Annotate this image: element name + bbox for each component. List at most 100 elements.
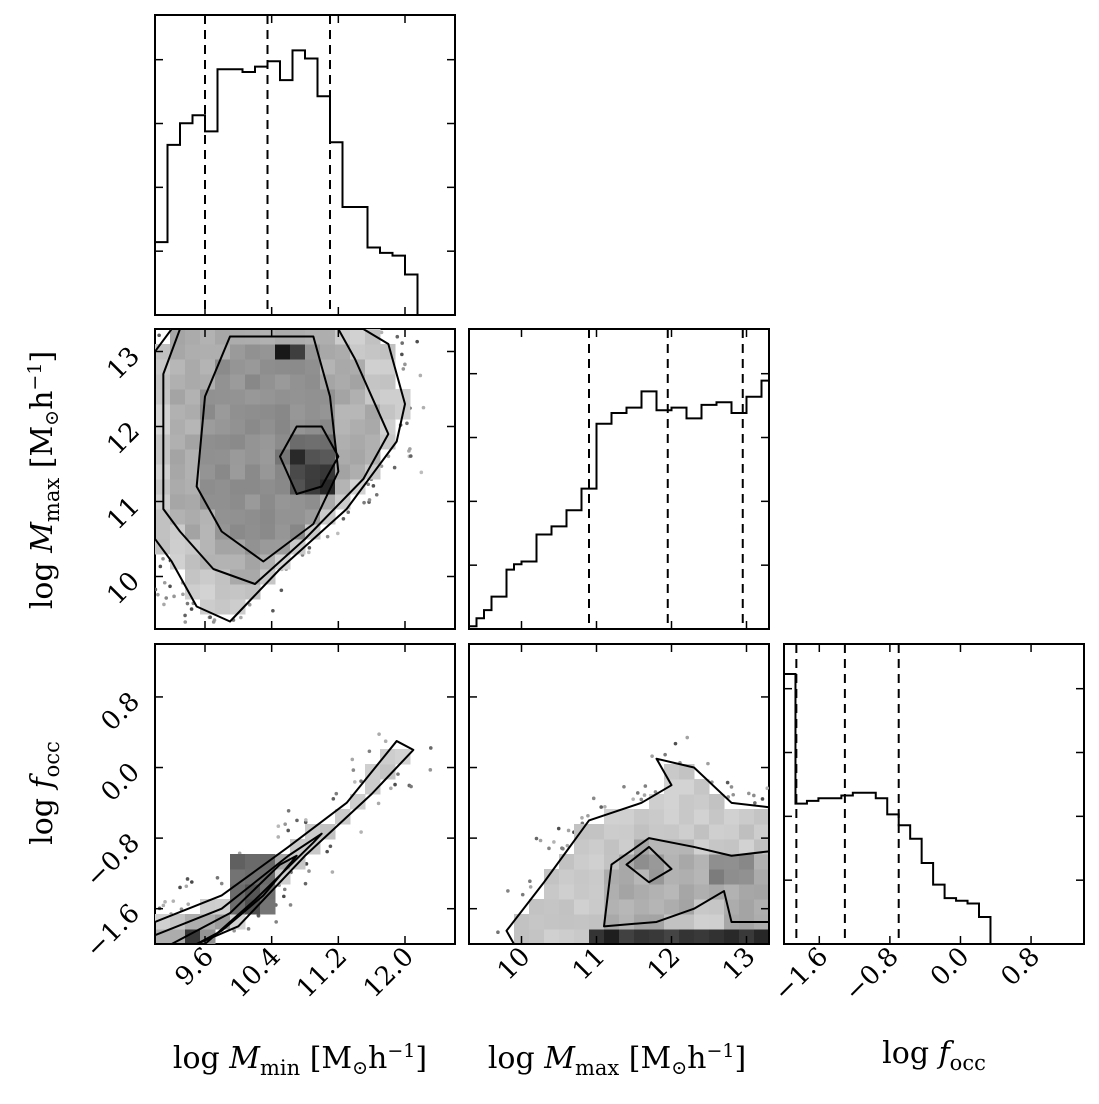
density-bin [245,584,261,600]
density-bin [589,824,605,840]
density-bin [724,929,740,944]
x-tick-label: 10.4 [224,942,286,1004]
scatter-point [405,421,409,426]
density-bin [170,494,186,510]
density-bin [170,929,186,944]
scatter-point [161,903,166,908]
density-bin [305,509,321,525]
axis-label-part: min [260,1056,300,1080]
density-bin [170,419,186,435]
density-bin [589,839,605,855]
density-bin [634,899,650,915]
density-bin [335,809,351,825]
x-tick-label: 0.0 [925,942,975,992]
scatter-point [374,492,379,497]
histogram-step-line [469,379,769,628]
density-bin [200,329,216,345]
scatter-point [752,793,756,798]
scatter-point [215,875,220,880]
scatter-point [409,784,413,789]
density-bin [604,914,620,930]
density-bin [694,809,710,825]
scatter-point [561,846,565,851]
density-bin [215,389,231,405]
scatter-point [377,732,381,736]
axis-label-part: ⊙ [352,1057,368,1079]
y-tick-label: 0.0 [95,757,145,807]
density-bin [305,359,321,375]
contour-line [603,837,769,928]
density-bin [664,809,680,825]
scatter-point [635,791,640,795]
density-bin [260,494,276,510]
density-bin [754,854,769,870]
density-bin [230,584,246,600]
density-bin [260,539,276,555]
density-bin [589,869,605,885]
density-bin [275,494,291,510]
scatter-point [421,405,426,410]
scatter-point [408,447,412,451]
density-bin [529,929,545,944]
scatter-point [566,828,571,833]
density-bin [290,524,306,540]
density-bin [215,494,231,510]
density-bin [754,884,769,900]
density-bin [320,389,336,405]
axis-label-part: h [25,391,60,410]
density-bin [185,389,201,405]
scatter-point [520,892,525,897]
density-bin [335,374,351,390]
density-bin [619,869,635,885]
scatter-point [393,782,397,787]
scatter-point [496,930,500,935]
density-bin [230,419,246,435]
contour-line [162,329,390,585]
scatter-point [419,470,424,475]
density-bin [200,449,216,465]
density-bin [604,869,620,885]
density-bin [380,404,396,420]
density-bin [260,479,276,495]
scatter-point [304,862,309,866]
density-bin [604,884,620,900]
density-bin [544,899,560,915]
density-bin [185,344,201,360]
scatter-point [400,352,404,357]
scatter-point [663,752,667,757]
scatter-point [190,880,194,884]
scatter-point [156,592,160,597]
scatter-point [642,793,647,797]
scatter-point [367,749,372,754]
axis-label-part: [M [300,1041,352,1076]
y-tick-label: 0.8 [95,687,145,737]
density-bin [230,389,246,405]
density-bin [380,359,396,375]
density-bin [619,809,635,825]
density-bin [634,929,650,944]
scatter-point [295,818,299,823]
scatter-point [631,797,635,801]
scatter-point [639,797,644,802]
y-tick-label: 11 [101,491,146,536]
density-bin [185,554,201,570]
scatter-point [247,602,252,607]
histogram-step-line [784,673,1084,944]
density-bin [230,344,246,360]
density-bin [724,809,740,825]
density-bin [395,749,411,765]
density-bin [634,824,650,840]
density-mmin-focc [155,732,433,944]
x-axis-label-focc: log focc [882,1036,986,1075]
density-bin [335,479,351,495]
density-bin [589,914,605,930]
density-bin [260,434,276,450]
density-bin [260,374,276,390]
density-bin [574,839,590,855]
density-bin [589,854,605,870]
density-bin [320,329,336,345]
density-bin [305,404,321,420]
y-tick-label: −1.6 [80,898,146,964]
density-bin [290,464,306,480]
axis-label-part: ] [415,1041,427,1076]
